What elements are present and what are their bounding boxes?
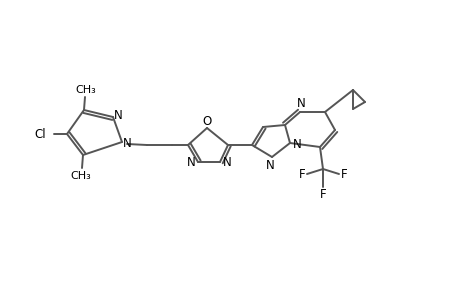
Text: N: N <box>123 136 131 149</box>
Text: F: F <box>298 169 305 182</box>
Text: N: N <box>292 137 301 151</box>
Text: CH₃: CH₃ <box>75 85 96 95</box>
Text: N: N <box>265 158 274 172</box>
Text: Cl: Cl <box>34 128 46 140</box>
Text: N: N <box>186 155 195 169</box>
Text: O: O <box>202 115 211 128</box>
Text: F: F <box>319 188 325 200</box>
Text: CH₃: CH₃ <box>71 171 91 181</box>
Text: N: N <box>296 97 305 110</box>
Text: N: N <box>222 155 231 169</box>
Text: N: N <box>113 109 122 122</box>
Text: F: F <box>340 169 347 182</box>
